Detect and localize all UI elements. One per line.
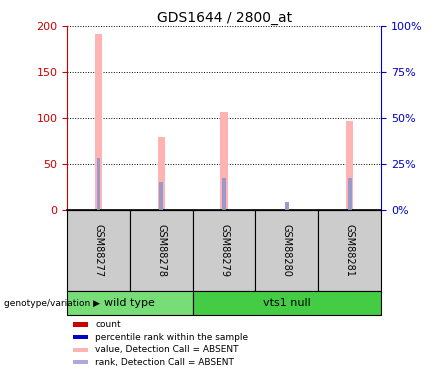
Text: genotype/variation ▶: genotype/variation ▶ [4,298,100,307]
Bar [255,210,318,291]
Bar [220,112,228,210]
Bar [193,291,381,315]
Bar [318,210,381,291]
Bar [222,178,226,210]
Bar [73,348,88,352]
Bar [67,210,130,291]
Text: value, Detection Call = ABSENT: value, Detection Call = ABSENT [95,345,239,354]
Bar [130,210,193,291]
Bar [97,158,100,210]
Text: wild type: wild type [104,298,155,308]
Bar [95,34,102,210]
Text: percentile rank within the sample: percentile rank within the sample [95,333,249,342]
Text: vts1 null: vts1 null [263,298,311,308]
Text: GSM88279: GSM88279 [219,224,229,277]
Bar [73,335,88,339]
Title: GDS1644 / 2800_at: GDS1644 / 2800_at [156,11,292,25]
Bar [193,210,255,291]
Text: GSM88280: GSM88280 [282,224,292,277]
Text: count: count [95,320,121,329]
Text: GSM88281: GSM88281 [345,224,355,277]
Bar [73,360,88,364]
Text: GSM88277: GSM88277 [94,224,103,277]
Bar [73,322,88,327]
Text: rank, Detection Call = ABSENT: rank, Detection Call = ABSENT [95,358,234,367]
Bar [159,183,163,210]
Bar [67,291,193,315]
Bar [348,178,352,210]
Bar [346,121,353,210]
Bar [158,136,165,210]
Bar [285,202,289,210]
Text: GSM88278: GSM88278 [156,224,166,277]
